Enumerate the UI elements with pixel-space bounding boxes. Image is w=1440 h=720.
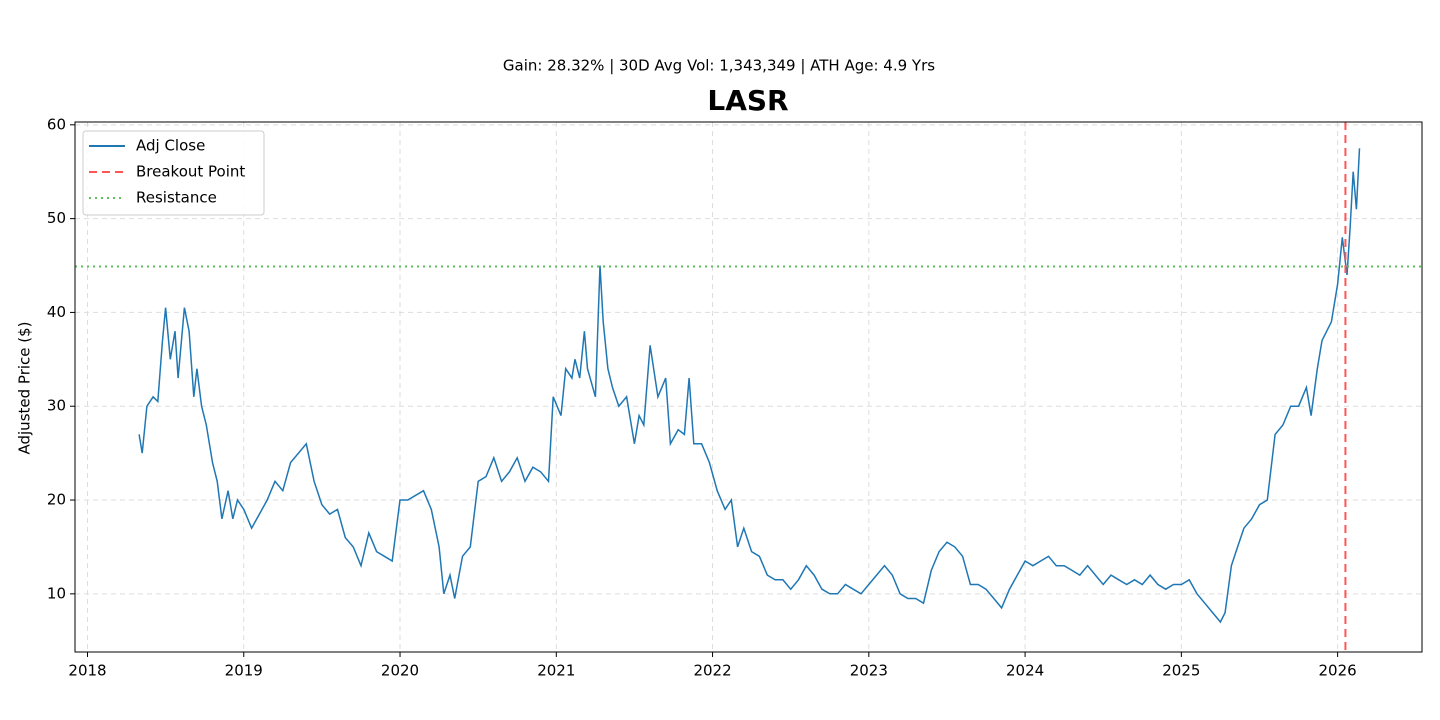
x-tick-label: 2023 — [850, 662, 888, 680]
x-tick-label: 2026 — [1319, 662, 1357, 680]
plot-frame — [74, 121, 1423, 653]
price-line — [138, 148, 1361, 624]
legend-label: Resistance — [136, 189, 217, 207]
y-tick-label: 10 — [47, 584, 66, 602]
y-tick-label: 60 — [47, 115, 66, 133]
x-tick-label: 2022 — [693, 662, 731, 680]
legend: Adj Close Breakout Point Resistance — [82, 130, 265, 216]
y-tick-label: 40 — [47, 303, 66, 321]
legend-label: Adj Close — [136, 137, 205, 155]
legend-label: Breakout Point — [136, 163, 245, 181]
chart-subtitle: Gain: 28.32% | 30D Avg Vol: 1,343,349 | … — [503, 57, 935, 75]
legend-box — [82, 130, 265, 216]
chart-title: LASR — [707, 84, 788, 117]
x-tick-label: 2019 — [225, 662, 263, 680]
x-tick-label: 2018 — [68, 662, 106, 680]
y-tick-label: 50 — [47, 209, 66, 227]
y-tick-label: 20 — [47, 491, 66, 509]
y-axis-label: Adjusted Price ($) — [16, 321, 34, 454]
x-tick-label: 2025 — [1162, 662, 1200, 680]
x-tick-label: 2024 — [1006, 662, 1044, 680]
x-tick-label: 2020 — [381, 662, 419, 680]
x-tick-label: 2021 — [537, 662, 575, 680]
y-tick-label: 30 — [47, 397, 66, 415]
